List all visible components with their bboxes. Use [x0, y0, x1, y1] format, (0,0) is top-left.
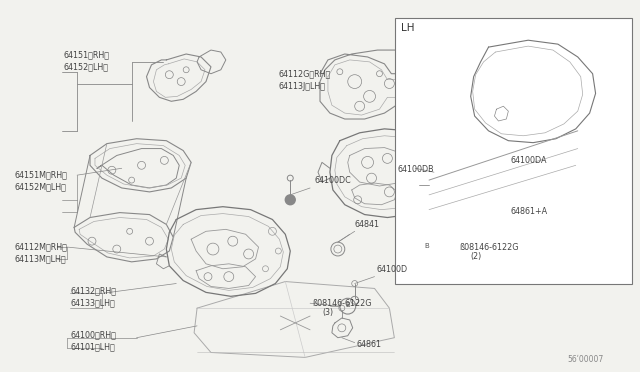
Text: 64151M〈RH〉: 64151M〈RH〉	[15, 170, 68, 179]
Text: 64113M〈LH〉: 64113M〈LH〉	[15, 254, 67, 263]
Text: ß08146-6122G: ß08146-6122G	[459, 243, 518, 252]
Text: 64152〈LH〉: 64152〈LH〉	[63, 62, 108, 71]
Text: 64100DC: 64100DC	[314, 176, 351, 185]
Text: (3): (3)	[322, 308, 333, 317]
Text: 64113J〈LH〉: 64113J〈LH〉	[278, 81, 325, 91]
Bar	[396, 17, 632, 283]
Text: 64112M〈RH〉: 64112M〈RH〉	[15, 242, 68, 251]
Text: 64861+A: 64861+A	[510, 207, 547, 216]
Text: B: B	[346, 302, 350, 308]
Text: 64100DA: 64100DA	[510, 156, 547, 165]
Text: 56ʹ00007: 56ʹ00007	[568, 355, 604, 365]
Text: B: B	[425, 243, 429, 248]
Text: 64151〈RH〉: 64151〈RH〉	[63, 50, 109, 59]
Text: 64100D: 64100D	[376, 264, 408, 274]
Text: 64100DB: 64100DB	[397, 165, 434, 174]
Text: ß08146-6122G: ß08146-6122G	[312, 299, 372, 308]
Text: 64101〈LH〉: 64101〈LH〉	[70, 343, 115, 352]
Text: 64133〈LH〉: 64133〈LH〉	[70, 298, 115, 307]
Text: 64132〈RH〉: 64132〈RH〉	[70, 286, 116, 295]
Text: 64112G〈RH〉: 64112G〈RH〉	[278, 70, 331, 79]
Text: 64841: 64841	[355, 220, 380, 230]
Text: LH: LH	[401, 23, 415, 33]
Text: 64100〈RH〉: 64100〈RH〉	[70, 331, 116, 340]
Circle shape	[285, 195, 295, 205]
Text: 64152M〈LH〉: 64152M〈LH〉	[15, 182, 67, 191]
Text: (2): (2)	[470, 252, 482, 261]
Text: 64861: 64861	[356, 340, 381, 349]
